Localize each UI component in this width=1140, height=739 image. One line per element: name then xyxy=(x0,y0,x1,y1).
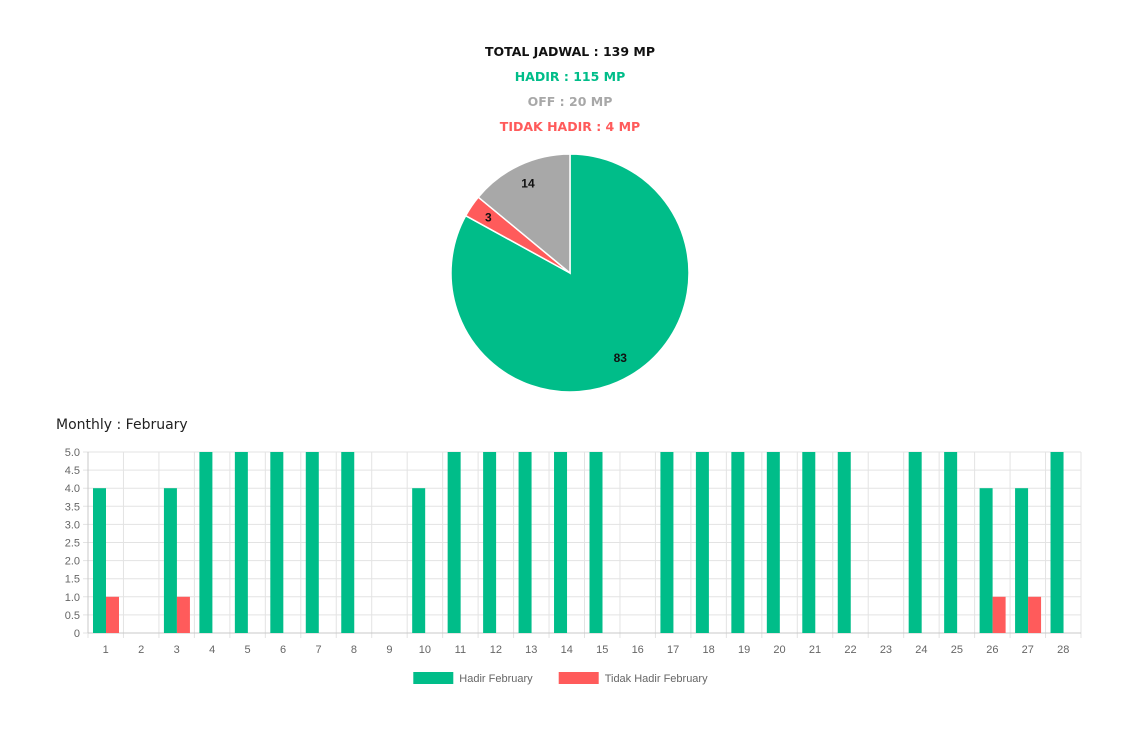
hadir-bar xyxy=(199,452,213,633)
x-tick-label: 6 xyxy=(280,644,286,656)
hadir-bar xyxy=(731,452,745,633)
hadir-bar xyxy=(234,452,248,633)
x-tick-label: 5 xyxy=(245,644,251,656)
hadir-bar xyxy=(163,488,177,633)
y-tick-label: 0 xyxy=(74,628,80,640)
x-tick-label: 17 xyxy=(667,644,679,656)
x-tick-label: 13 xyxy=(525,644,537,656)
pie-slice-label: 83 xyxy=(614,351,628,365)
hadir-bar xyxy=(447,452,461,633)
pie-slice-label: 14 xyxy=(521,177,535,191)
x-tick-label: 16 xyxy=(632,644,644,656)
y-tick-label: 5.0 xyxy=(65,447,80,459)
legend-label: Hadir February xyxy=(459,673,533,685)
x-tick-label: 11 xyxy=(455,644,466,656)
x-tick-label: 27 xyxy=(1022,644,1034,656)
hadir-summary-text: HADIR : 115 MP xyxy=(514,69,626,84)
hadir-bar xyxy=(766,452,780,633)
attendance-pie-chart: 83 3 14 xyxy=(450,153,690,393)
x-tick-label: 26 xyxy=(986,644,998,656)
hadir-bar xyxy=(837,452,851,633)
y-tick-label: 1.5 xyxy=(65,574,80,586)
x-tick-label: 23 xyxy=(880,644,892,656)
x-tick-label: 18 xyxy=(703,644,715,656)
x-tick-label: 3 xyxy=(174,644,180,656)
hadir-bar xyxy=(270,452,284,633)
y-tick-label: 2.5 xyxy=(65,538,80,550)
x-tick-label: 8 xyxy=(351,644,357,656)
x-tick-label: 21 xyxy=(809,644,821,656)
y-tick-label: 3.0 xyxy=(65,519,80,531)
hadir-bar xyxy=(412,488,426,633)
x-tick-label: 14 xyxy=(561,644,573,656)
total-jadwal-text: TOTAL JADWAL : 139 MP xyxy=(484,44,655,59)
tidak-hadir-bar xyxy=(106,596,119,633)
hadir-bar xyxy=(908,452,922,633)
hadir-bar xyxy=(979,488,993,633)
y-tick-label: 4.0 xyxy=(65,483,80,495)
x-tick-label: 12 xyxy=(490,644,502,656)
monthly-title: Monthly : February xyxy=(56,417,188,433)
hadir-bar xyxy=(93,488,106,633)
x-tick-label: 19 xyxy=(738,644,750,656)
x-tick-label: 28 xyxy=(1057,644,1069,656)
tidak-hadir-bar xyxy=(1028,596,1042,633)
monthly-bar-chart: 00.51.01.52.02.53.03.54.04.55.01 2 3 4 5 6 7 8 9… xyxy=(65,447,1082,685)
x-tick-label: 9 xyxy=(386,644,392,656)
hadir-bar xyxy=(518,452,532,633)
y-tick-label: 4.5 xyxy=(65,465,80,477)
pie-slice-label: 3 xyxy=(485,210,492,224)
hadir-bar xyxy=(554,452,568,633)
y-tick-label: 2.0 xyxy=(65,556,80,568)
tidak-hadir-bar xyxy=(176,596,190,633)
x-tick-label: 4 xyxy=(209,644,215,656)
hadir-bar xyxy=(802,452,816,633)
y-tick-label: 1.0 xyxy=(65,592,80,604)
tidak-hadir-summary-text: TIDAK HADIR : 4 MP xyxy=(499,119,641,134)
legend-swatch xyxy=(413,672,454,684)
hadir-bar xyxy=(341,452,355,633)
y-tick-label: 0.5 xyxy=(65,610,80,622)
hadir-bar xyxy=(1015,488,1029,633)
x-tick-label: 25 xyxy=(951,644,963,656)
hadir-bar xyxy=(305,452,319,633)
x-tick-label: 24 xyxy=(915,644,927,656)
hadir-bar xyxy=(483,452,497,633)
x-tick-label: 22 xyxy=(844,644,856,656)
y-tick-label: 3.5 xyxy=(65,501,80,513)
off-summary-text: OFF : 20 MP xyxy=(527,94,613,109)
x-tick-label: 7 xyxy=(315,644,321,656)
legend-swatch xyxy=(558,672,599,684)
hadir-bar xyxy=(1050,452,1064,633)
hadir-bar xyxy=(660,452,674,633)
hadir-bar xyxy=(589,452,603,633)
hadir-bar xyxy=(695,452,709,633)
x-tick-label: 15 xyxy=(596,644,608,656)
hadir-bar xyxy=(944,452,958,633)
pie-slice xyxy=(477,153,571,275)
x-tick-label: 10 xyxy=(419,644,431,656)
x-tick-label: 1 xyxy=(103,644,109,656)
x-tick-label: 20 xyxy=(773,644,785,656)
legend-label: Tidak Hadir February xyxy=(605,673,708,685)
x-tick-label: 2 xyxy=(138,644,144,656)
tidak-hadir-bar xyxy=(992,596,1006,633)
